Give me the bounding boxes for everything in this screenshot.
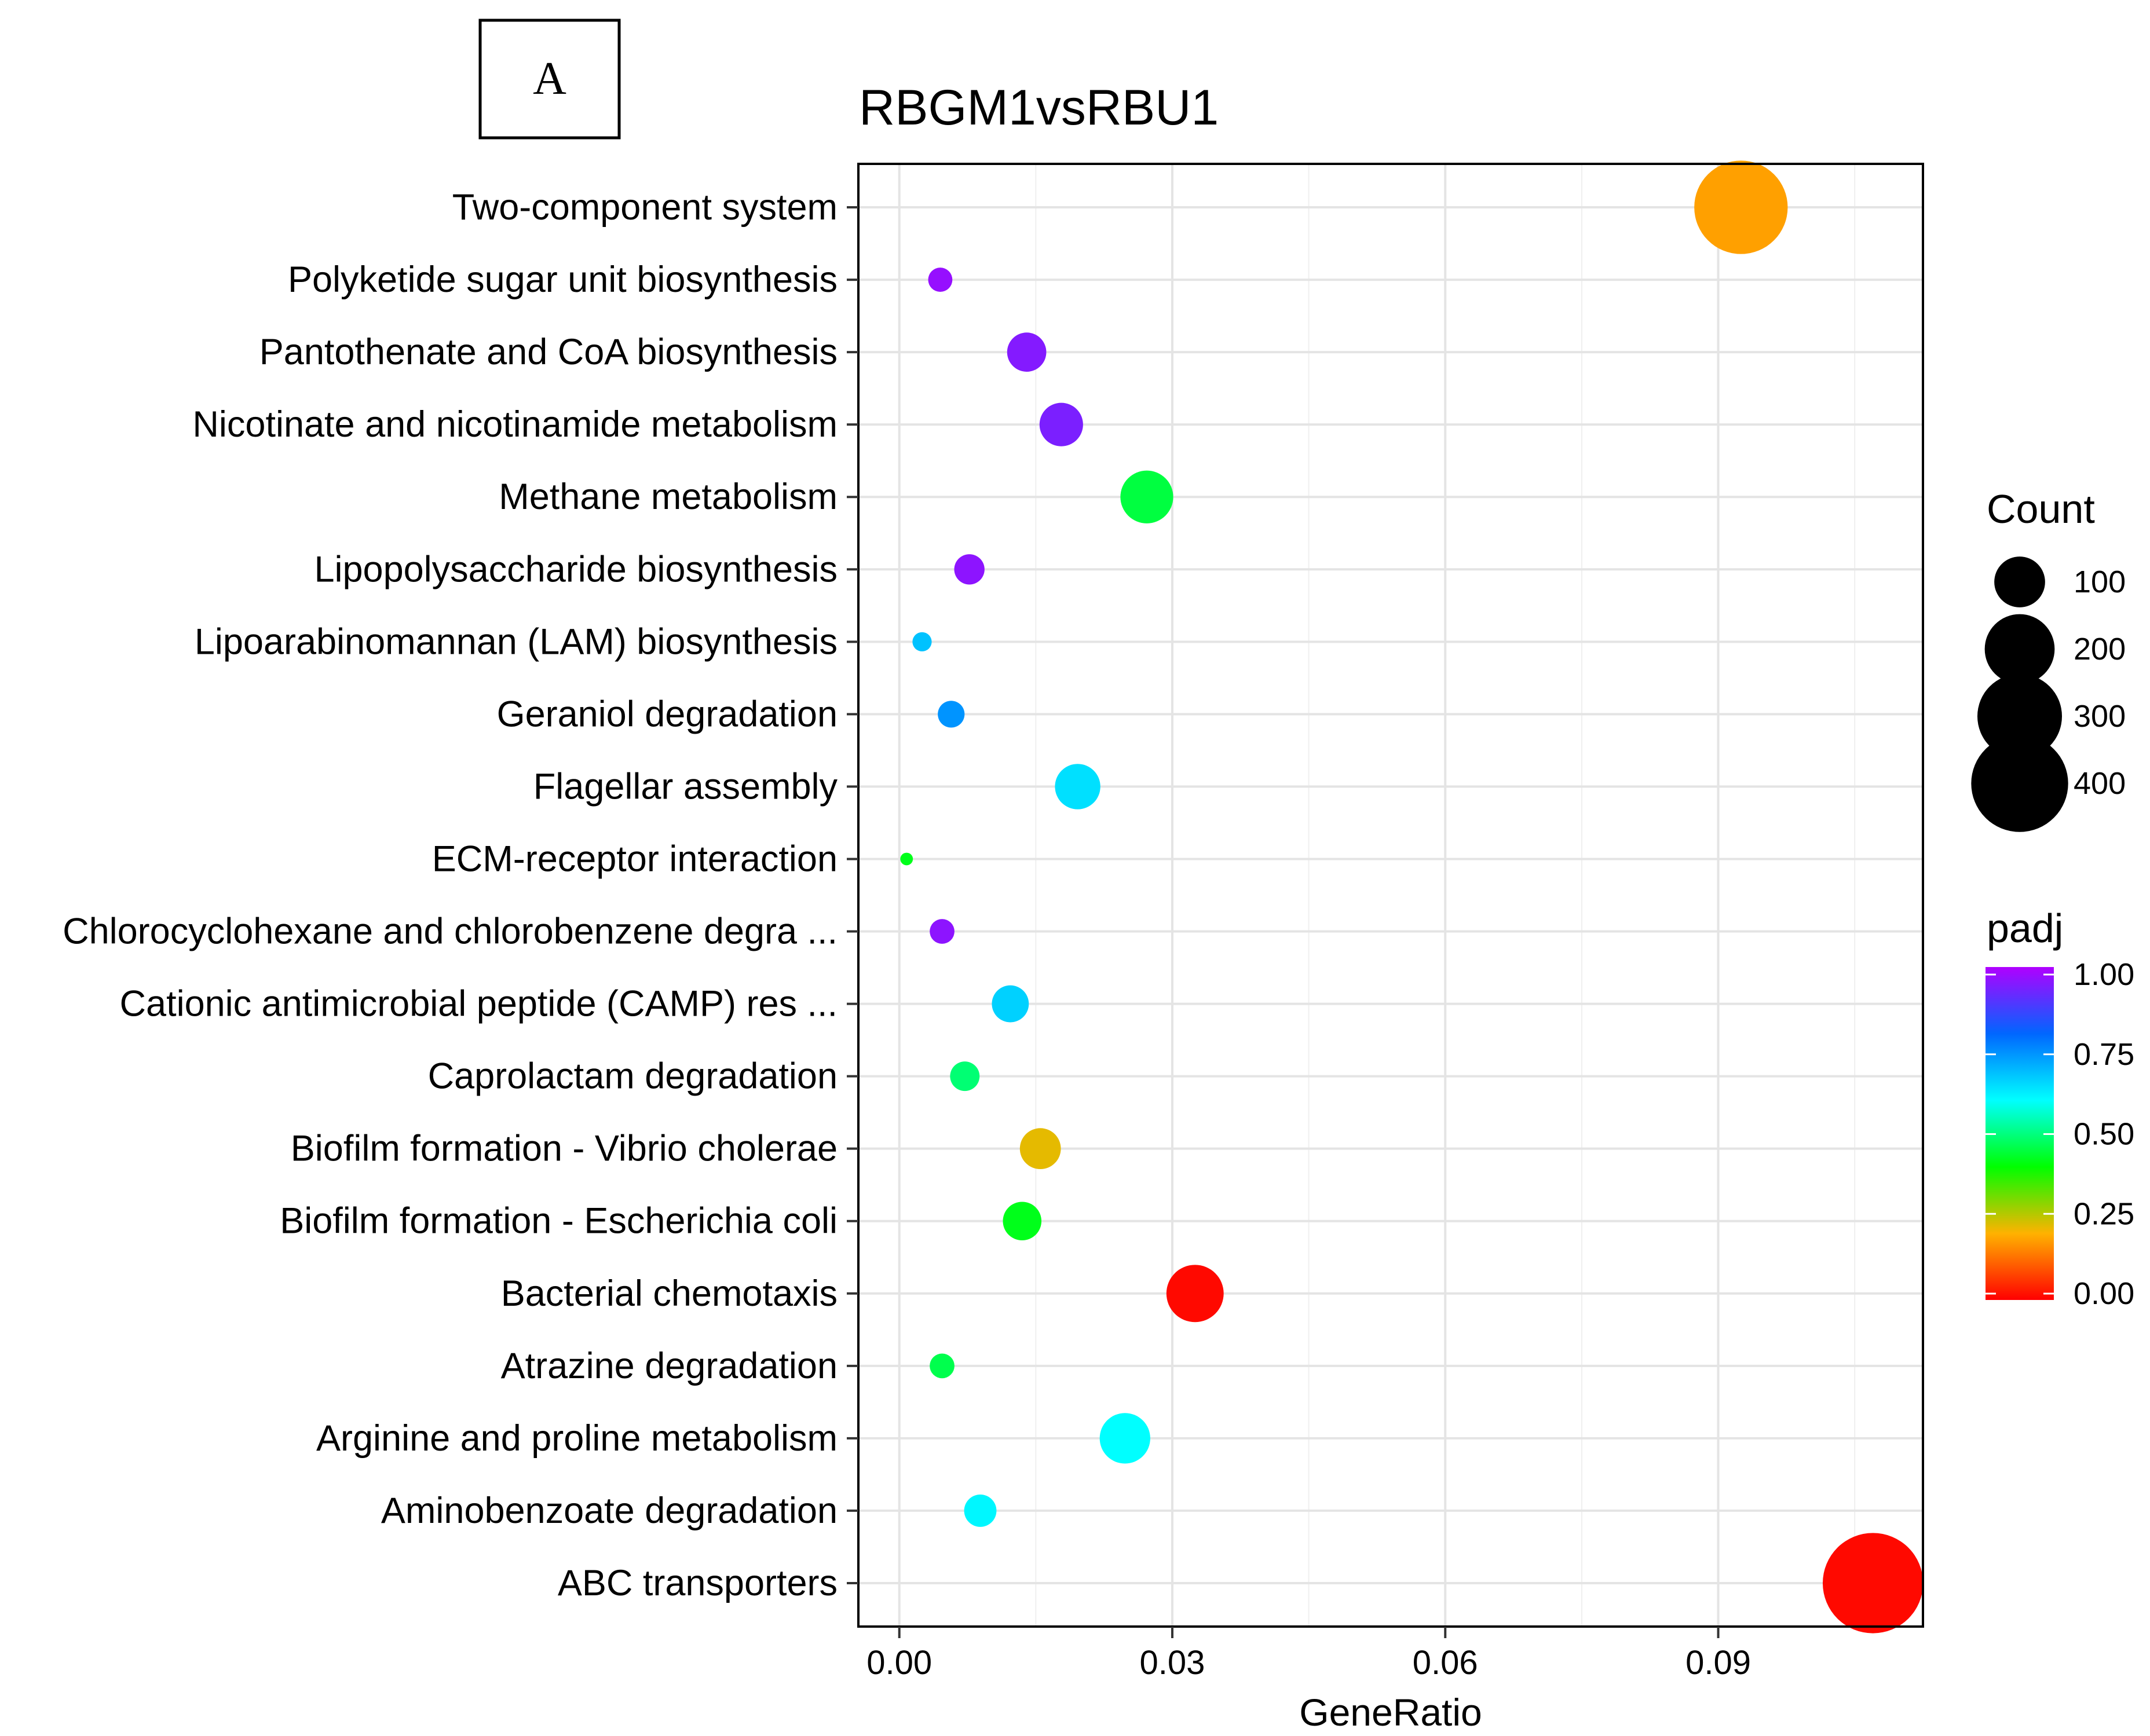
count-legend-title: Count xyxy=(1987,486,2095,532)
y-tick-label: Pantothenate and CoA biosynthesis xyxy=(259,332,838,372)
x-axis-title: GeneRatio xyxy=(1299,1691,1482,1734)
count-legend-key xyxy=(1994,556,2045,607)
y-tick-label: Geraniol degradation xyxy=(497,694,838,734)
count-legend-key xyxy=(1984,614,2055,684)
y-tick-label: Chlorocyclohexane and chlorobenzene degr… xyxy=(63,911,838,952)
y-tick-label: Flagellar assembly xyxy=(533,766,838,807)
count-legend-label: 400 xyxy=(2074,766,2126,801)
data-points xyxy=(900,160,1924,1634)
panel-label-box xyxy=(478,19,621,140)
padj-tick-label: 0.00 xyxy=(2074,1276,2134,1311)
data-point xyxy=(1019,1128,1061,1170)
y-tick-label: Aminobenzoate degradation xyxy=(381,1490,838,1531)
padj-tick-label: 1.00 xyxy=(2074,957,2134,992)
panel-label: A xyxy=(533,53,566,104)
data-point xyxy=(928,268,953,292)
count-legend-label: 200 xyxy=(2074,632,2126,666)
padj-legend: padj 1.00 0.75 0.50 0.25 0.00 xyxy=(1986,906,2134,1311)
y-tick-label: ABC transporters xyxy=(558,1563,838,1603)
padj-tick-label: 0.50 xyxy=(2074,1117,2134,1152)
plot-panel-border xyxy=(857,163,1924,1628)
y-tick-label: Lipopolysaccharide biosynthesis xyxy=(314,549,838,589)
y-tick-label: Cationic antimicrobial peptide (CAMP) re… xyxy=(120,984,838,1024)
count-legend-label: 100 xyxy=(2074,565,2126,599)
data-point xyxy=(1099,1413,1150,1464)
grid-lines xyxy=(858,164,1923,1627)
data-point xyxy=(1120,470,1173,523)
padj-tick-label: 0.25 xyxy=(2074,1196,2134,1231)
y-tick-label: Biofilm formation - Escherichia coli xyxy=(280,1201,838,1241)
y-tick-label: ECM-receptor interaction xyxy=(432,838,838,879)
y-tick-label: Bacterial chemotaxis xyxy=(501,1273,838,1314)
y-tick-label: Polyketide sugar unit biosynthesis xyxy=(288,259,838,300)
data-point xyxy=(1166,1265,1224,1323)
count-legend-key xyxy=(1971,735,2068,832)
data-point xyxy=(992,985,1029,1023)
padj-legend-title: padj xyxy=(1987,906,2063,951)
plot-panel xyxy=(858,164,1923,1627)
data-point xyxy=(964,1495,997,1527)
data-point xyxy=(912,632,932,651)
data-point xyxy=(1822,1533,1924,1634)
data-point xyxy=(954,554,985,585)
data-point xyxy=(1694,160,1788,254)
x-tick-label: 0.00 xyxy=(866,1644,932,1682)
count-legend-label: 300 xyxy=(2074,699,2126,734)
y-tick-label: Two-component system xyxy=(452,187,838,228)
data-point xyxy=(1007,332,1047,372)
x-tick-label: 0.09 xyxy=(1685,1644,1751,1682)
y-axis: Two-component system Polyketide sugar uni… xyxy=(63,187,858,1603)
y-tick-label: Atrazine degradation xyxy=(501,1346,838,1386)
chart-title: RBGM1vsRBU1 xyxy=(859,80,1219,135)
y-tick-label: Lipoarabinomannan (LAM) biosynthesis xyxy=(195,621,838,662)
y-tick-label: Biofilm formation - Vibrio cholerae xyxy=(291,1129,838,1169)
data-point xyxy=(1003,1202,1042,1241)
y-tick-label: Methane metabolism xyxy=(499,477,838,517)
x-axis: 0.00 0.03 0.06 0.09 xyxy=(866,1627,1751,1682)
count-legend-key xyxy=(1977,673,2063,759)
y-tick-label: Caprolactam degradation xyxy=(428,1056,838,1097)
data-point xyxy=(930,919,955,944)
x-tick-label: 0.03 xyxy=(1140,1644,1205,1682)
y-tick-label: Arginine and proline metabolism xyxy=(316,1418,838,1459)
count-legend: Count 100 200 300 400 xyxy=(1971,486,2126,832)
data-point xyxy=(930,1353,955,1379)
y-tick-label: Nicotinate and nicotinamide metabolism xyxy=(192,404,838,445)
data-point xyxy=(938,701,965,728)
data-point xyxy=(950,1061,980,1092)
x-tick-label: 0.06 xyxy=(1413,1644,1478,1682)
data-point xyxy=(900,852,913,866)
data-point xyxy=(1039,402,1083,446)
data-point xyxy=(1055,764,1100,810)
padj-tick-label: 0.75 xyxy=(2074,1037,2134,1072)
padj-colorbar xyxy=(1986,967,2054,1300)
